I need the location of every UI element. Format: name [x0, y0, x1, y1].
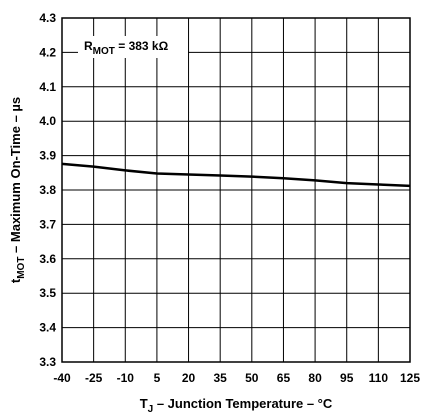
grid	[61, 17, 411, 363]
x-tick-labels: -40 -25 -10 5 20 35 50 65 80 95 110 125	[53, 371, 420, 385]
y-axis-title-rest: – Maximum On-Time – µs	[8, 97, 23, 257]
y-tick-label: 4.2	[39, 45, 56, 59]
y-tick-label: 4.0	[39, 114, 56, 128]
y-tick-label: 3.4	[39, 321, 56, 335]
y-tick-labels: 3.3 3.4 3.5 3.6 3.7 3.8 3.9 4.0 4.1 4.2 4.3	[39, 11, 56, 369]
x-tick-label: -40	[53, 371, 71, 385]
annotation: RMOT = 383 kΩ	[78, 36, 188, 58]
x-tick-label: 110	[369, 371, 389, 385]
x-tick-label: 95	[340, 371, 354, 385]
y-tick-label: 4.3	[39, 11, 56, 25]
annotation-subscript: MOT	[93, 46, 115, 57]
y-tick-label: 3.8	[39, 183, 56, 197]
annotation-main: R	[84, 39, 93, 53]
y-axis-title-subscript: MOT	[16, 257, 27, 279]
y-tick-label: 3.5	[39, 286, 56, 300]
x-axis-title-rest: – Junction Temperature – °C	[153, 396, 333, 411]
y-axis-title: tMOT – Maximum On-Time – µs	[8, 97, 27, 283]
plot-frame	[61, 17, 411, 363]
annotation-label: RMOT = 383 kΩ	[84, 39, 169, 57]
y-tick-label: 3.7	[39, 217, 56, 231]
x-axis-title-main: T	[140, 396, 148, 411]
x-axis-title-subscript: J	[148, 404, 154, 415]
y-axis-title-main: t	[8, 278, 23, 283]
x-tick-label: 65	[277, 371, 291, 385]
x-tick-label: -25	[85, 371, 103, 385]
series-group	[61, 162, 411, 188]
y-tick-label: 3.9	[39, 149, 56, 163]
x-tick-label: 20	[182, 371, 196, 385]
x-axis-title: TJ – Junction Temperature – °C	[140, 396, 333, 415]
x-tick-label: 125	[400, 371, 420, 385]
x-tick-label: 35	[214, 371, 228, 385]
x-tick-label: 50	[245, 371, 259, 385]
x-tick-label: 5	[154, 371, 161, 385]
y-tick-label: 3.6	[39, 252, 56, 266]
annotation-value: = 383 kΩ	[115, 39, 169, 53]
series-line	[61, 162, 411, 188]
x-tick-label: 80	[308, 371, 322, 385]
y-tick-label: 4.1	[39, 80, 56, 94]
x-tick-label: -10	[117, 371, 135, 385]
annotation-background	[78, 36, 188, 58]
y-tick-label: 3.3	[39, 355, 56, 369]
